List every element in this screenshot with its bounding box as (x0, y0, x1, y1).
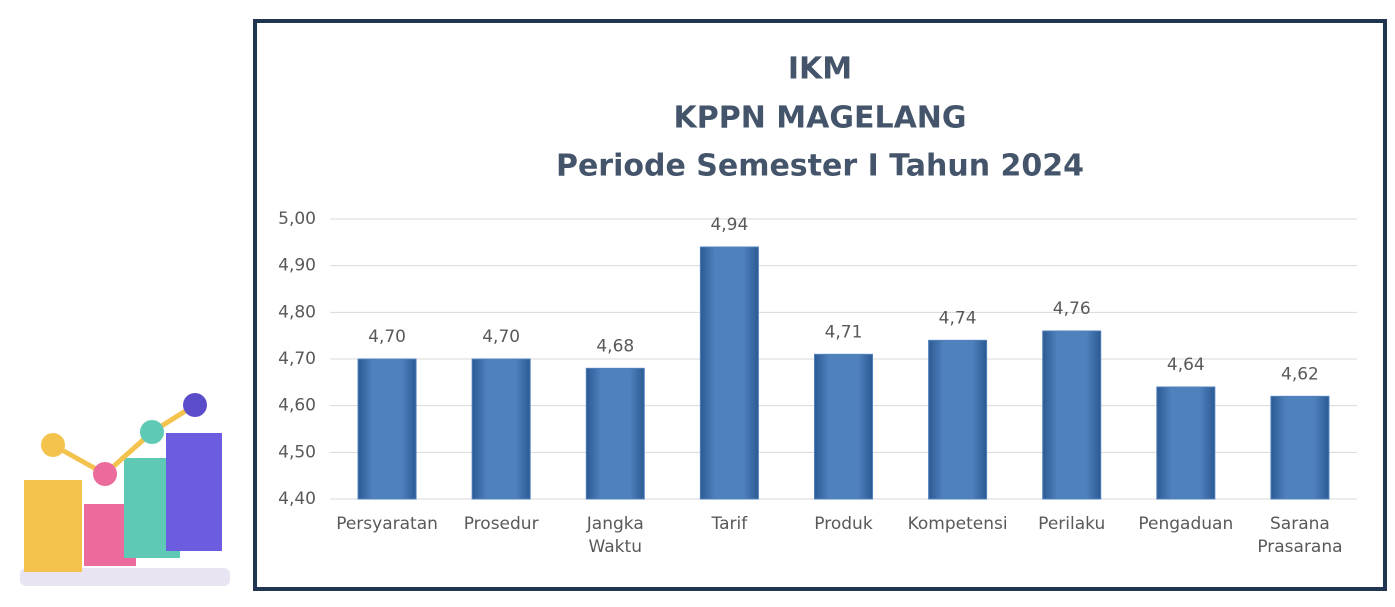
chart-title: IKM (788, 52, 852, 87)
data-label: 4,71 (825, 322, 863, 342)
chart-title: Periode Semester I Tahun 2024 (556, 149, 1084, 184)
x-tick-label-box: Persyaratan (336, 514, 438, 534)
data-label: 4,70 (482, 327, 520, 347)
x-tick-label-box: Jangka Waktu (586, 514, 644, 557)
x-tick-label-box: Produk (814, 514, 873, 534)
x-tick-label-box: Prosedur (463, 514, 539, 534)
bar (471, 358, 531, 500)
x-tick-label: Persyaratan (336, 514, 438, 534)
bar (928, 339, 988, 500)
data-label: 4,68 (596, 336, 634, 356)
x-tick-label-box: Perilaku (1038, 514, 1106, 534)
data-label: 4,62 (1281, 364, 1319, 384)
y-tick-label: 4,90 (278, 256, 316, 276)
x-tick-label: Kompetensi (907, 514, 1008, 534)
bar (814, 353, 873, 500)
y-tick-label: 4,50 (278, 442, 316, 462)
x-tick-label: Tarif (711, 514, 748, 534)
x-tick-label: Prosedur (463, 514, 539, 534)
bar (357, 358, 417, 500)
x-tick-label-box: Sarana Prasarana (1257, 514, 1343, 557)
data-label: 4,76 (1053, 299, 1091, 319)
decorative-icon (20, 393, 230, 586)
bar (1042, 330, 1102, 500)
x-tick-label: Perilaku (1038, 514, 1106, 534)
chart-title: KPPN MAGELANG (673, 101, 966, 136)
x-tick-label: Pengaduan (1138, 514, 1234, 534)
data-label: 4,70 (368, 327, 406, 347)
x-tick-label: Jangka Waktu (586, 514, 644, 557)
y-tick-label: 5,00 (278, 209, 316, 229)
x-tick-label: Produk (814, 514, 873, 534)
y-tick-label: 4,40 (278, 489, 316, 509)
data-label: 4,64 (1167, 355, 1205, 375)
y-tick-label: 4,60 (278, 396, 316, 416)
bar (699, 246, 759, 500)
bar (585, 367, 645, 500)
data-label: 4,94 (710, 215, 748, 235)
y-tick-label: 4,70 (278, 349, 316, 369)
bar (1270, 395, 1330, 500)
data-label: 4,74 (939, 308, 977, 328)
x-tick-label: Sarana Prasarana (1257, 514, 1343, 557)
x-tick-label-box: Kompetensi (907, 514, 1008, 534)
x-tick-label-box: Tarif (711, 514, 748, 534)
x-tick-label-box: Pengaduan (1138, 514, 1234, 534)
y-tick-label: 4,80 (278, 302, 316, 322)
bar (1156, 386, 1216, 500)
